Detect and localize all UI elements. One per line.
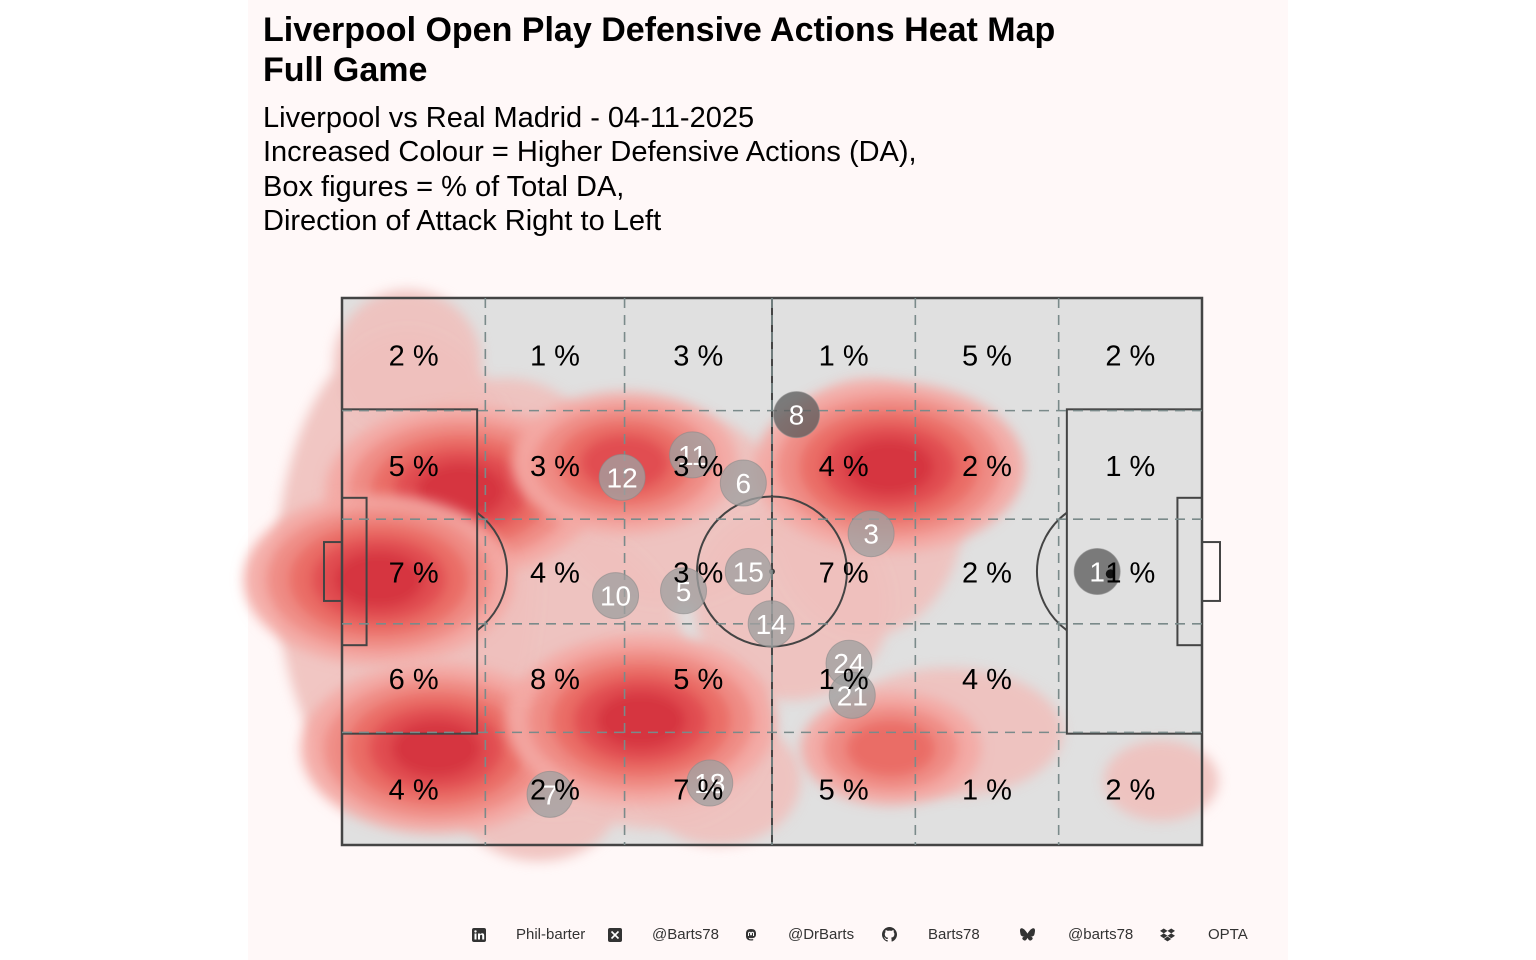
player-marker-11 (669, 431, 717, 479)
zone-label-r0-c1: 1 % (530, 340, 580, 372)
density-contour-3-5 (595, 692, 686, 749)
player-number-5: 5 (676, 576, 692, 607)
footer-label-2: @DrBarts (788, 926, 855, 943)
player-marker-10 (592, 572, 640, 620)
density-contour-1-5 (333, 551, 424, 608)
player-number-3: 3 (863, 519, 879, 550)
player-marker-8 (773, 391, 821, 439)
zone-label-r4-c3: 5 % (819, 775, 869, 807)
zone-label-r3-c3: 1 % (819, 664, 869, 696)
player-number-14: 14 (756, 609, 787, 640)
zone-label-r3-c4: 4 % (962, 664, 1012, 696)
footer-label-4: @barts78 (1068, 926, 1134, 943)
footer-label-1: @Barts78 (652, 926, 719, 943)
density-region-6 (1103, 740, 1219, 821)
player-number-10: 10 (600, 581, 631, 612)
player-number-6: 6 (736, 468, 752, 499)
density-contour-6-3 (845, 720, 936, 777)
zone-label-r1-c4: 2 % (962, 451, 1012, 483)
player-number-12: 12 (607, 462, 638, 493)
player-marker-21 (828, 671, 876, 719)
zone-label-r0-c4: 5 % (962, 340, 1012, 372)
player-marker-18 (686, 759, 734, 807)
subtitle-line-2: Increased Colour = Higher Defensive Acti… (263, 136, 917, 169)
player-number-8: 8 (789, 400, 805, 431)
player-number-21: 21 (837, 680, 868, 711)
player-marker-5 (660, 567, 708, 615)
chart-subtitle: Liverpool vs Real Madrid - 04-11-2025 In… (263, 101, 1263, 238)
title-line-2: Full Game (263, 51, 428, 89)
zone-label-r2-c0: 7 % (389, 558, 439, 590)
player-marker-7 (526, 770, 574, 818)
footer-label-5: OPTA (1208, 926, 1248, 943)
zone-label-r0-c3: 1 % (819, 340, 869, 372)
zone-label-r4-c2: 7 % (673, 775, 723, 807)
zone-label-r3-c1: 8 % (530, 664, 580, 696)
title-line-1: Liverpool Open Play Defensive Actions He… (263, 11, 1056, 49)
zone-label-r2-c4: 2 % (962, 558, 1012, 590)
zone-label-r0-c2: 3 % (673, 340, 723, 372)
zone-label-r2-c2: 3 % (673, 558, 723, 590)
footer-label-3: Barts78 (928, 926, 980, 943)
zone-label-r0-c0: 2 % (389, 340, 439, 372)
right-penalty-arc (1035, 511, 1068, 632)
x-twitter-icon (607, 927, 622, 942)
density-contour-2-5 (391, 720, 482, 777)
github-icon (882, 927, 897, 942)
player-number-15: 15 (733, 557, 764, 588)
zone-label-r2-c1: 4 % (530, 558, 580, 590)
footer-label-0: Phil-barter (516, 926, 586, 943)
zone-label-r1-c0: 5 % (389, 451, 439, 483)
zone-labels: 2 % 1 % 3 % 1 % 5 % 2 % 5 % 3 % 3 % 4 % 2 % 1 % 7 % 4… (389, 340, 1156, 806)
zone-label-r4-c0: 4 % (389, 775, 439, 807)
bluesky-icon (1020, 927, 1035, 942)
density-contour-4-5 (844, 438, 935, 496)
left-goal (323, 541, 343, 602)
density-peak-6 (800, 691, 981, 806)
zone-label-r2-c5: 1 % (1105, 558, 1155, 590)
density-region-9 (333, 289, 482, 435)
player-marker-6 (719, 459, 767, 507)
player-number-18: 18 (694, 768, 725, 799)
zone-label-r3-c2: 5 % (673, 664, 723, 696)
right-goal (1201, 541, 1221, 602)
player-marker-1 (1073, 548, 1121, 595)
zone-label-r3-c0: 6 % (389, 664, 439, 696)
chart-title: Liverpool Open Play Defensive Actions He… (263, 10, 1263, 90)
player-number-11: 11 (678, 440, 707, 471)
zone-label-r0-c5: 2 % (1105, 340, 1155, 372)
zone-label-r4-c1: 2 % (530, 775, 580, 807)
subtitle-line-4: Direction of Attack Right to Left (263, 204, 662, 237)
player-number-1: 1 (1089, 557, 1105, 588)
dropbox-icon (1160, 927, 1175, 942)
player-marker-15 (724, 548, 772, 595)
density-peak-3 (505, 635, 777, 806)
footer: Phil-barter @Barts78 @DrBarts Barts78 @barts… (0, 924, 1536, 948)
zone-label-r1-c1: 3 % (530, 451, 580, 483)
player-marker-14 (747, 600, 795, 648)
mastodon-icon (743, 927, 758, 942)
zone-label-r2-c3: 7 % (819, 558, 869, 590)
subtitle-line-3: Box figures = % of Total DA, (263, 170, 625, 203)
zone-label-r1-c3: 4 % (819, 451, 869, 483)
player-number-7: 7 (542, 779, 558, 810)
zone-label-r1-c2: 3 % (673, 451, 723, 483)
linkedin-icon (471, 927, 486, 942)
ball-dot (1105, 569, 1115, 579)
left-penalty-arc (476, 511, 509, 632)
zone-label-r4-c4: 1 % (962, 775, 1012, 807)
density-peak-4 (753, 381, 1025, 552)
density-peak-1 (243, 494, 514, 665)
zone-label-r4-c5: 2 % (1105, 775, 1155, 807)
subtitle-line-1: Liverpool vs Real Madrid - 04-11-2025 (263, 102, 755, 134)
zone-label-r1-c5: 1 % (1105, 451, 1155, 483)
player-marker-12 (598, 453, 646, 501)
player-marker-3 (847, 510, 895, 558)
